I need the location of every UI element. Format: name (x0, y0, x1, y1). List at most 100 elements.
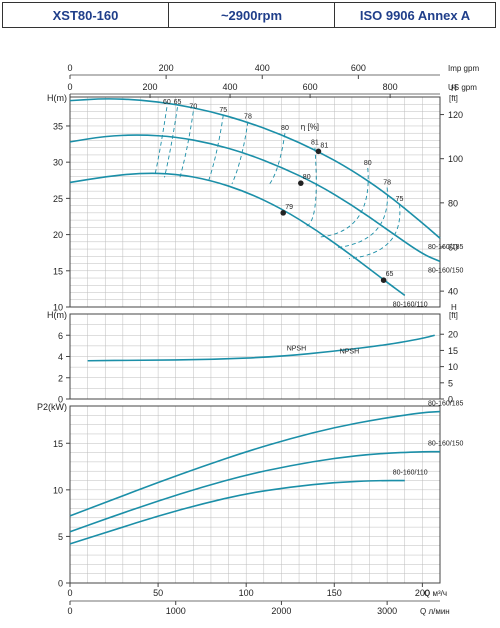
y-right-tick-label: 10 (448, 362, 458, 372)
efficiency-title: η [%] (301, 123, 319, 132)
head-panel: 101520253035H(m)406080100120H[ft]80-160/… (47, 84, 464, 313)
power-panel: 0 5 10 15 P2(kW) 80-160/185 80-160/150 80-160/1… (37, 401, 464, 589)
y-tick-label: 2 (58, 373, 63, 383)
standard-label: ISO 9906 Annex A (359, 7, 471, 23)
us-gpm-tick-label: 200 (143, 82, 158, 92)
efficiency-curve (178, 111, 194, 180)
best-point-label: 79 (285, 204, 293, 211)
best-efficiency-point (298, 180, 304, 186)
efficiency-label: 78 (383, 180, 391, 187)
y-tick-label: 6 (58, 331, 63, 341)
series-label-80-160/150: 80-160/150 (428, 267, 464, 274)
x-secondary-tick-label: 2000 (271, 606, 291, 616)
best-point-label: 81 (320, 142, 328, 149)
speed-label: ~2900rpm (169, 3, 335, 27)
header-bar: XST80-160 ~2900rpm ISO 9906 Annex A (2, 2, 496, 28)
x-secondary-tick-label: 3000 (377, 606, 397, 616)
npsh-label: NPSH (287, 346, 306, 353)
imp-gpm-label: Imp gpm (448, 64, 479, 73)
efficiency-curve (154, 107, 168, 176)
series-label-80-160/150: 80-160/150 (428, 441, 464, 448)
x-secondary-tick-label: 0 (67, 606, 72, 616)
head-ylabel-right-ft: [ft] (449, 94, 458, 103)
x-tick-label: 200 (415, 588, 430, 598)
us-gpm-tick-label: 400 (223, 82, 238, 92)
imp-gpm-tick-label: 200 (159, 63, 174, 73)
y-tick-label: 30 (53, 158, 63, 168)
y-tick-label: 20 (53, 230, 63, 240)
y-right-tick-label: 100 (448, 154, 463, 164)
series-label-80-160/110: 80-160/110 (393, 301, 428, 308)
efficiency-curve (334, 187, 388, 249)
y-right-tick-label: 5 (448, 378, 453, 388)
top-axes: 0 200 400 600 Imp gpm 0 200 400 600 800 US gpm (67, 63, 479, 98)
efficiency-label: 81 (311, 140, 319, 147)
npsh-panel: 0 2 4 6 H(m) 0 5 10 15 20 H[ft] NPSH (47, 303, 458, 405)
efficiency-curve (231, 121, 249, 185)
efficiency-label: 65 (174, 99, 182, 106)
us-gpm-label: US gpm (448, 83, 477, 92)
efficiency-curve (207, 115, 224, 182)
us-gpm-tick-label: 600 (303, 82, 318, 92)
series-line-80-160/110 (69, 172, 406, 297)
x-label: Q м³/ч (424, 589, 447, 598)
x-tick-label: 0 (67, 588, 72, 598)
efficiency-curve (306, 147, 317, 227)
x-tick-label: 50 (153, 588, 163, 598)
power-ylabel: P2(kW) (37, 402, 67, 412)
efficiency-label: 60 (163, 99, 171, 106)
efficiency-label: 80 (364, 160, 372, 167)
efficiency-label: 78 (244, 114, 252, 121)
imp-gpm-tick-label: 0 (67, 63, 72, 73)
efficiency-curves: 60 65 70 75 78 80 81 80 78 75 η [%] (154, 99, 404, 260)
x-tick-label: 100 (239, 588, 254, 598)
y-right-tick-label: 120 (448, 110, 463, 120)
us-gpm-tick-label: 800 (383, 82, 398, 92)
best-point-label: 65 (386, 271, 394, 278)
efficiency-curve (164, 107, 178, 178)
y-tick-label: 15 (53, 439, 63, 449)
best-efficiency-point (280, 210, 286, 216)
imp-gpm-tick-label: 600 (351, 63, 366, 73)
best-efficiency-point (380, 277, 387, 284)
efficiency-curve (348, 204, 401, 260)
y-right-tick-label: 60 (448, 242, 458, 252)
series-line-80-160/185 (69, 98, 441, 239)
power-frame (69, 405, 441, 584)
y-tick-label: 0 (58, 395, 63, 405)
x-secondary-tick-label: 1000 (166, 606, 186, 616)
y-tick-label: 0 (58, 579, 63, 589)
series-line-80-160/110 (69, 479, 405, 545)
series-line-80-160/150 (69, 450, 440, 533)
y-right-tick-label: 80 (448, 198, 458, 208)
efficiency-label: 75 (219, 107, 227, 114)
series-label-80-160/185: 80-160/185 (428, 244, 464, 251)
y-tick-label: 10 (53, 303, 63, 313)
y-right-tick-label: 0 (448, 395, 453, 405)
efficiency-label: 75 (396, 196, 404, 203)
efficiency-curve (267, 133, 286, 187)
series-label-NPSH: NPSH (340, 348, 359, 355)
y-tick-label: 4 (58, 352, 63, 362)
best-point-label: 80 (303, 174, 311, 181)
series-line-80-160/150 (69, 134, 441, 263)
y-right-tick-label: 20 (448, 330, 458, 340)
npsh-ylabel-right-ft: [ft] (449, 311, 458, 320)
head-frame (69, 96, 441, 308)
npsh-ylabel: H(m) (47, 310, 67, 320)
y-right-tick-label: 40 (448, 287, 458, 297)
series-line-80-160/185 (69, 410, 441, 517)
y-tick-label: 15 (53, 266, 63, 276)
y-right-tick-label: 15 (448, 346, 458, 356)
us-gpm-tick-label: 0 (67, 82, 72, 92)
efficiency-curve (320, 167, 369, 238)
npsh-ylabel-right-h: H (451, 303, 457, 312)
model-label: XST80-160 (3, 3, 169, 27)
x-secondary-label: Q л/мин (420, 607, 450, 616)
y-tick-label: 35 (53, 121, 63, 131)
series-label-80-160/110: 80-160/110 (393, 470, 428, 477)
head-ylabel-right-h: H (451, 84, 457, 93)
efficiency-label: 70 (189, 103, 197, 110)
